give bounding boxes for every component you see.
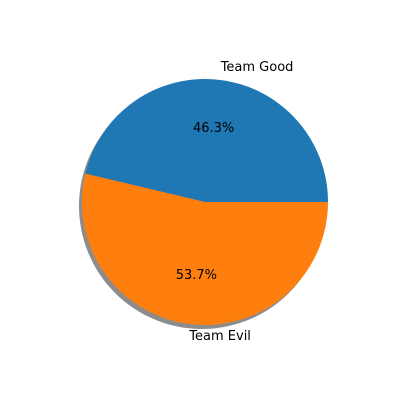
slice-label-team-evil: Team Evil xyxy=(188,329,251,344)
slice-team-good xyxy=(85,79,328,202)
pie-slices xyxy=(81,79,329,326)
pct-label-team-good: 46.3% xyxy=(193,121,234,136)
slice-team-evil xyxy=(81,173,329,326)
pie-labels: Team Good 46.3% Team Evil 53.7% xyxy=(176,60,294,344)
pct-label-team-evil: 53.7% xyxy=(176,268,217,283)
slice-label-team-good: Team Good xyxy=(220,60,294,75)
